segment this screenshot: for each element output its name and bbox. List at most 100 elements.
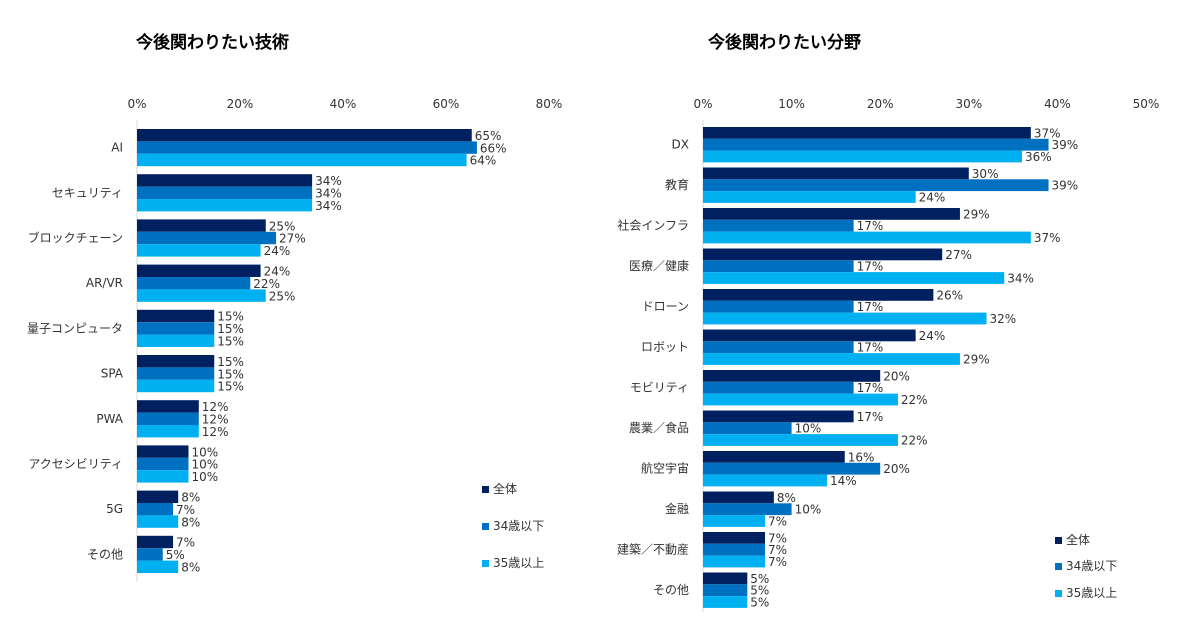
bar (703, 150, 1022, 163)
data-label: 29% (963, 207, 990, 221)
tech-chart: 今後関わりたい技術 0% 20% 40% 60% 80% AI 65%66%64% セキュリテ… (27, 32, 562, 582)
data-label: 5% (750, 584, 769, 598)
bar (703, 422, 792, 435)
x-tick-label: 40% (330, 97, 357, 111)
category-label: セキュリティ (52, 186, 123, 200)
data-label: 29% (963, 352, 990, 366)
data-label: 27% (279, 232, 306, 246)
data-label: 14% (830, 474, 857, 488)
data-label: 5% (750, 595, 769, 609)
x-tick-label: 20% (227, 97, 254, 111)
data-label: 20% (883, 462, 910, 476)
bar (137, 309, 215, 323)
bar (703, 179, 1049, 192)
data-label: 24% (264, 265, 291, 279)
category-label: その他 (653, 583, 689, 597)
category-label: DX (672, 138, 689, 152)
data-label: 15% (217, 367, 244, 381)
bar (137, 231, 277, 245)
data-label: 25% (269, 219, 296, 233)
data-label: 12% (202, 413, 229, 427)
bar (703, 393, 898, 406)
legend-swatch (482, 560, 489, 567)
bar (137, 457, 189, 471)
data-label: 32% (990, 312, 1017, 326)
bar (137, 535, 174, 549)
bar (703, 289, 934, 301)
bar (137, 379, 215, 393)
category-label: モビリティ (630, 381, 689, 395)
data-label: 25% (269, 289, 296, 303)
chart-title: 今後関わりたい技術 (136, 32, 289, 53)
bar (137, 322, 215, 335)
bar (703, 300, 854, 313)
category-label: ブロックチェーン (28, 230, 123, 245)
data-label: 34% (315, 199, 342, 213)
data-label: 15% (217, 355, 244, 369)
bar (137, 219, 266, 232)
bar (703, 219, 854, 232)
x-tick-label: 30% (955, 97, 982, 111)
data-label: 22% (901, 393, 928, 407)
data-label: 12% (202, 425, 229, 439)
category-label: 建築／不動産 (617, 542, 689, 557)
data-label: 5% (750, 572, 769, 586)
data-label: 37% (1034, 231, 1061, 245)
category-label: 量子コンピュータ (27, 321, 123, 335)
bar (137, 153, 467, 167)
data-label: 8% (181, 515, 200, 529)
bar (137, 244, 261, 257)
data-label: 24% (264, 244, 291, 258)
x-tick-label: 40% (1044, 97, 1071, 111)
data-label: 39% (1052, 138, 1079, 152)
bar (137, 400, 199, 413)
data-label: 7% (768, 543, 787, 557)
data-label: 16% (848, 450, 875, 464)
bar (703, 138, 1049, 151)
legend-label: 34歳以下 (1066, 559, 1117, 573)
data-label: 10% (192, 445, 219, 459)
bar (137, 129, 472, 142)
bar (703, 491, 774, 504)
x-tick-label: 0% (693, 97, 712, 111)
bar (703, 462, 881, 475)
legend-label: 35歳以上 (493, 556, 544, 570)
bar (703, 272, 1005, 284)
x-tick-label: 0% (127, 97, 146, 111)
data-label: 8% (777, 491, 796, 505)
data-label: 10% (192, 458, 219, 472)
bar (703, 381, 854, 394)
data-label: 24% (919, 329, 946, 343)
bar (703, 555, 766, 568)
data-label: 10% (795, 503, 822, 517)
bar (703, 260, 854, 273)
bar (137, 141, 477, 154)
legend-label: 34歳以下 (493, 519, 544, 533)
bar (137, 425, 199, 438)
category-label: 5G (106, 502, 123, 516)
bar (703, 341, 854, 354)
data-label: 7% (176, 536, 195, 550)
bar (703, 532, 766, 544)
category-label: AI (111, 141, 123, 155)
category-label: 社会インフラ (617, 218, 689, 233)
bar (703, 572, 748, 585)
x-tick-label: 60% (433, 97, 460, 111)
bar (137, 355, 215, 368)
bar (703, 231, 1031, 244)
data-label: 8% (181, 491, 200, 505)
data-label: 7% (768, 531, 787, 545)
data-label: 24% (919, 190, 946, 204)
bar (137, 334, 215, 347)
legend-swatch (1055, 590, 1062, 597)
data-label: 8% (181, 561, 200, 575)
category-label: 農業／食品 (629, 420, 689, 435)
data-label: 65% (475, 129, 502, 143)
category-label: 医療／健康 (629, 258, 689, 273)
bar (137, 199, 313, 212)
bar (137, 412, 199, 425)
data-label: 10% (795, 422, 822, 436)
bar (703, 596, 748, 608)
bar (703, 584, 748, 597)
